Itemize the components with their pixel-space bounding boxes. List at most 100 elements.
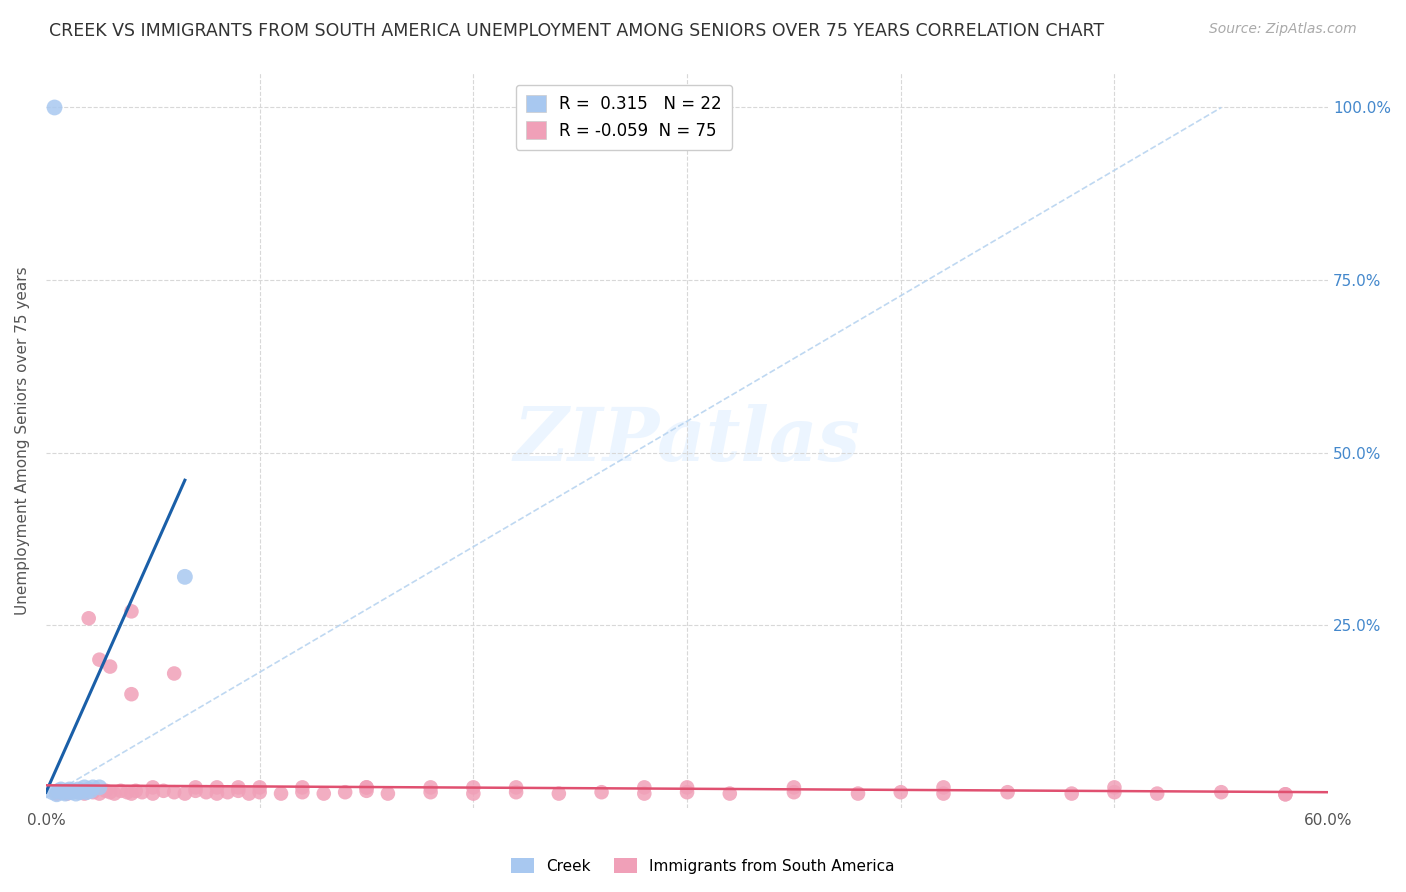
Point (505, 785, 527, 799)
Point (163, 785, 186, 799)
Point (195, 785, 218, 799)
Point (312, 787, 335, 801)
Point (53, 787, 76, 801)
Point (932, 780, 955, 795)
Point (41, 785, 63, 799)
Point (591, 785, 613, 799)
Point (226, 780, 249, 795)
Point (1274, 787, 1296, 801)
Point (131, 785, 153, 799)
Point (184, 784, 207, 798)
Point (356, 780, 378, 795)
Point (184, 780, 207, 795)
Point (45, 787, 67, 801)
Point (60, 785, 83, 799)
Point (291, 780, 314, 795)
Point (205, 780, 228, 795)
Point (1274, 787, 1296, 801)
Point (932, 787, 955, 801)
Point (783, 780, 806, 795)
Point (249, 780, 271, 795)
Point (463, 787, 485, 801)
Point (718, 787, 741, 801)
Point (163, 666, 186, 681)
Point (44, 101, 66, 115)
Point (463, 780, 485, 795)
Point (676, 785, 699, 799)
Point (80, 784, 103, 798)
Point (377, 787, 399, 801)
Point (76, 785, 98, 799)
Point (52, 785, 75, 799)
Point (82, 785, 104, 799)
Point (356, 784, 378, 798)
Point (1060, 787, 1083, 801)
Point (173, 570, 195, 584)
Point (73, 787, 96, 801)
Point (152, 784, 174, 798)
Point (60, 784, 83, 798)
Text: CREEK VS IMMIGRANTS FROM SOUTH AMERICA UNEMPLOYMENT AMONG SENIORS OVER 75 YEARS : CREEK VS IMMIGRANTS FROM SOUTH AMERICA U… (49, 22, 1104, 40)
Y-axis label: Unemployment Among Seniors over 75 years: Unemployment Among Seniors over 75 years (15, 266, 30, 615)
Point (142, 780, 165, 795)
Point (1146, 787, 1168, 801)
Point (66, 782, 89, 797)
Text: ZIPatlas: ZIPatlas (513, 404, 860, 477)
Point (77, 782, 100, 797)
Point (120, 687, 142, 701)
Legend: Creek, Immigrants from South America: Creek, Immigrants from South America (505, 852, 901, 880)
Point (1104, 785, 1126, 799)
Point (49, 782, 72, 797)
Point (142, 787, 165, 801)
Point (65, 787, 87, 801)
Point (98, 785, 121, 799)
Point (846, 787, 869, 801)
Point (66, 785, 89, 799)
Point (98, 659, 121, 673)
Point (419, 780, 441, 795)
Point (676, 780, 699, 795)
Point (56, 787, 79, 801)
Point (69, 785, 91, 799)
Point (1104, 780, 1126, 795)
Point (633, 787, 655, 801)
Point (62, 784, 84, 798)
Point (238, 787, 260, 801)
Point (226, 784, 249, 798)
Point (997, 785, 1019, 799)
Point (115, 785, 138, 799)
Point (77, 784, 100, 798)
Point (333, 785, 356, 799)
Point (73, 780, 96, 795)
Point (356, 780, 378, 795)
Point (291, 785, 314, 799)
Point (82, 780, 104, 795)
Point (45, 787, 67, 801)
Legend: R =  0.315   N = 22, R = -0.059  N = 75: R = 0.315 N = 22, R = -0.059 N = 75 (516, 85, 733, 150)
Point (173, 787, 195, 801)
Text: Source: ZipAtlas.com: Source: ZipAtlas.com (1209, 22, 1357, 37)
Point (72, 784, 94, 798)
Point (77, 611, 100, 625)
Point (56, 784, 79, 798)
Point (419, 785, 441, 799)
Point (249, 785, 271, 799)
Point (547, 787, 569, 801)
Point (48, 784, 70, 798)
Point (94, 784, 117, 798)
Point (120, 604, 142, 618)
Point (270, 787, 292, 801)
Point (633, 780, 655, 795)
Point (505, 780, 527, 795)
Point (125, 784, 148, 798)
Point (89, 787, 111, 801)
Point (110, 784, 132, 798)
Point (120, 787, 142, 801)
Point (783, 785, 806, 799)
Point (103, 787, 125, 801)
Point (1211, 785, 1233, 799)
Point (890, 785, 912, 799)
Point (217, 785, 239, 799)
Point (89, 653, 111, 667)
Point (205, 787, 228, 801)
